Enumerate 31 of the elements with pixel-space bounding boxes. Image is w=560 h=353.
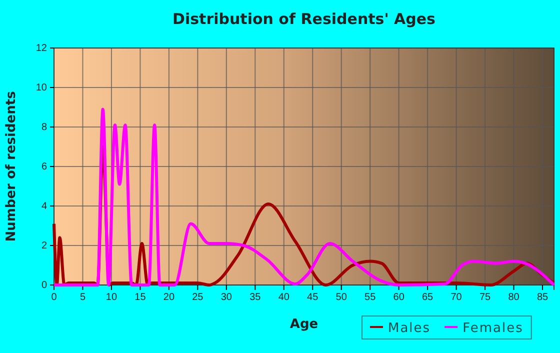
x-tick-label: 45	[307, 292, 319, 304]
y-tick-label: 10	[36, 82, 48, 94]
x-tick-label: 30	[220, 292, 232, 304]
y-tick-label: 2	[41, 240, 48, 252]
x-tick-label: 60	[393, 292, 405, 304]
x-tick-label: 25	[192, 292, 204, 304]
x-tick-label: 55	[364, 292, 376, 304]
chart-title: Distribution of Residents' Ages	[172, 10, 436, 28]
y-tick-label: 6	[41, 162, 48, 173]
y-tick-label: 0	[41, 280, 48, 292]
y-axis-title: Number of residents	[4, 90, 19, 242]
y-tick-label: 12	[36, 43, 48, 54]
x-tick-label: 50	[336, 292, 348, 304]
y-tick-label: 4	[41, 201, 48, 212]
x-tick-label: 0	[51, 292, 58, 304]
x-tick-label: 15	[134, 292, 146, 304]
x-tick-label: 35	[250, 292, 262, 304]
x-tick-label: 70	[450, 292, 462, 304]
line-series	[52, 108, 556, 286]
legend-label: Females	[462, 321, 524, 336]
x-tick-label: 85	[536, 292, 549, 304]
x-tick-label: 40	[278, 292, 290, 304]
x-axis-title: Age	[290, 317, 318, 332]
y-tick-label: 8	[41, 122, 48, 134]
x-tick-label: 80	[508, 292, 520, 304]
x-tick-label: 75	[479, 292, 492, 304]
x-tick-label: 20	[163, 292, 175, 304]
x-tick-label: 10	[106, 292, 118, 304]
x-tick-label: 5	[80, 292, 86, 304]
legend-label: Males	[388, 321, 431, 336]
x-tick-label: 65	[422, 292, 434, 304]
